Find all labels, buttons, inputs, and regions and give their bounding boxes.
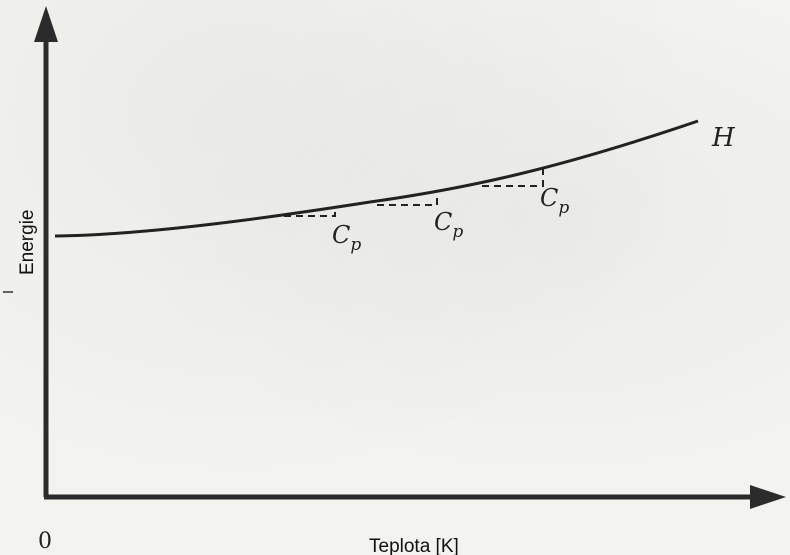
cp-label-3: Cp xyxy=(540,184,569,218)
cp-label-1: Cp xyxy=(332,221,361,255)
y-axis-label: Energie xyxy=(17,210,38,276)
cp-step-1 xyxy=(272,206,336,217)
cp-step-3 xyxy=(482,167,544,187)
cp-label-2: Cp xyxy=(434,208,463,242)
origin-label: 0 xyxy=(38,529,52,554)
cp-step-1-lines xyxy=(272,206,336,217)
y-axis-arrow xyxy=(34,6,58,42)
enthalpy-curve xyxy=(54,119,699,238)
x-axis-arrow xyxy=(750,485,786,509)
cp-step-3-lines xyxy=(482,167,544,187)
x-axis-label: Teplota [K] xyxy=(369,536,459,555)
cp-step-2 xyxy=(377,193,438,206)
cp-step-2-lines xyxy=(377,193,438,206)
curve-label: H xyxy=(711,123,736,153)
